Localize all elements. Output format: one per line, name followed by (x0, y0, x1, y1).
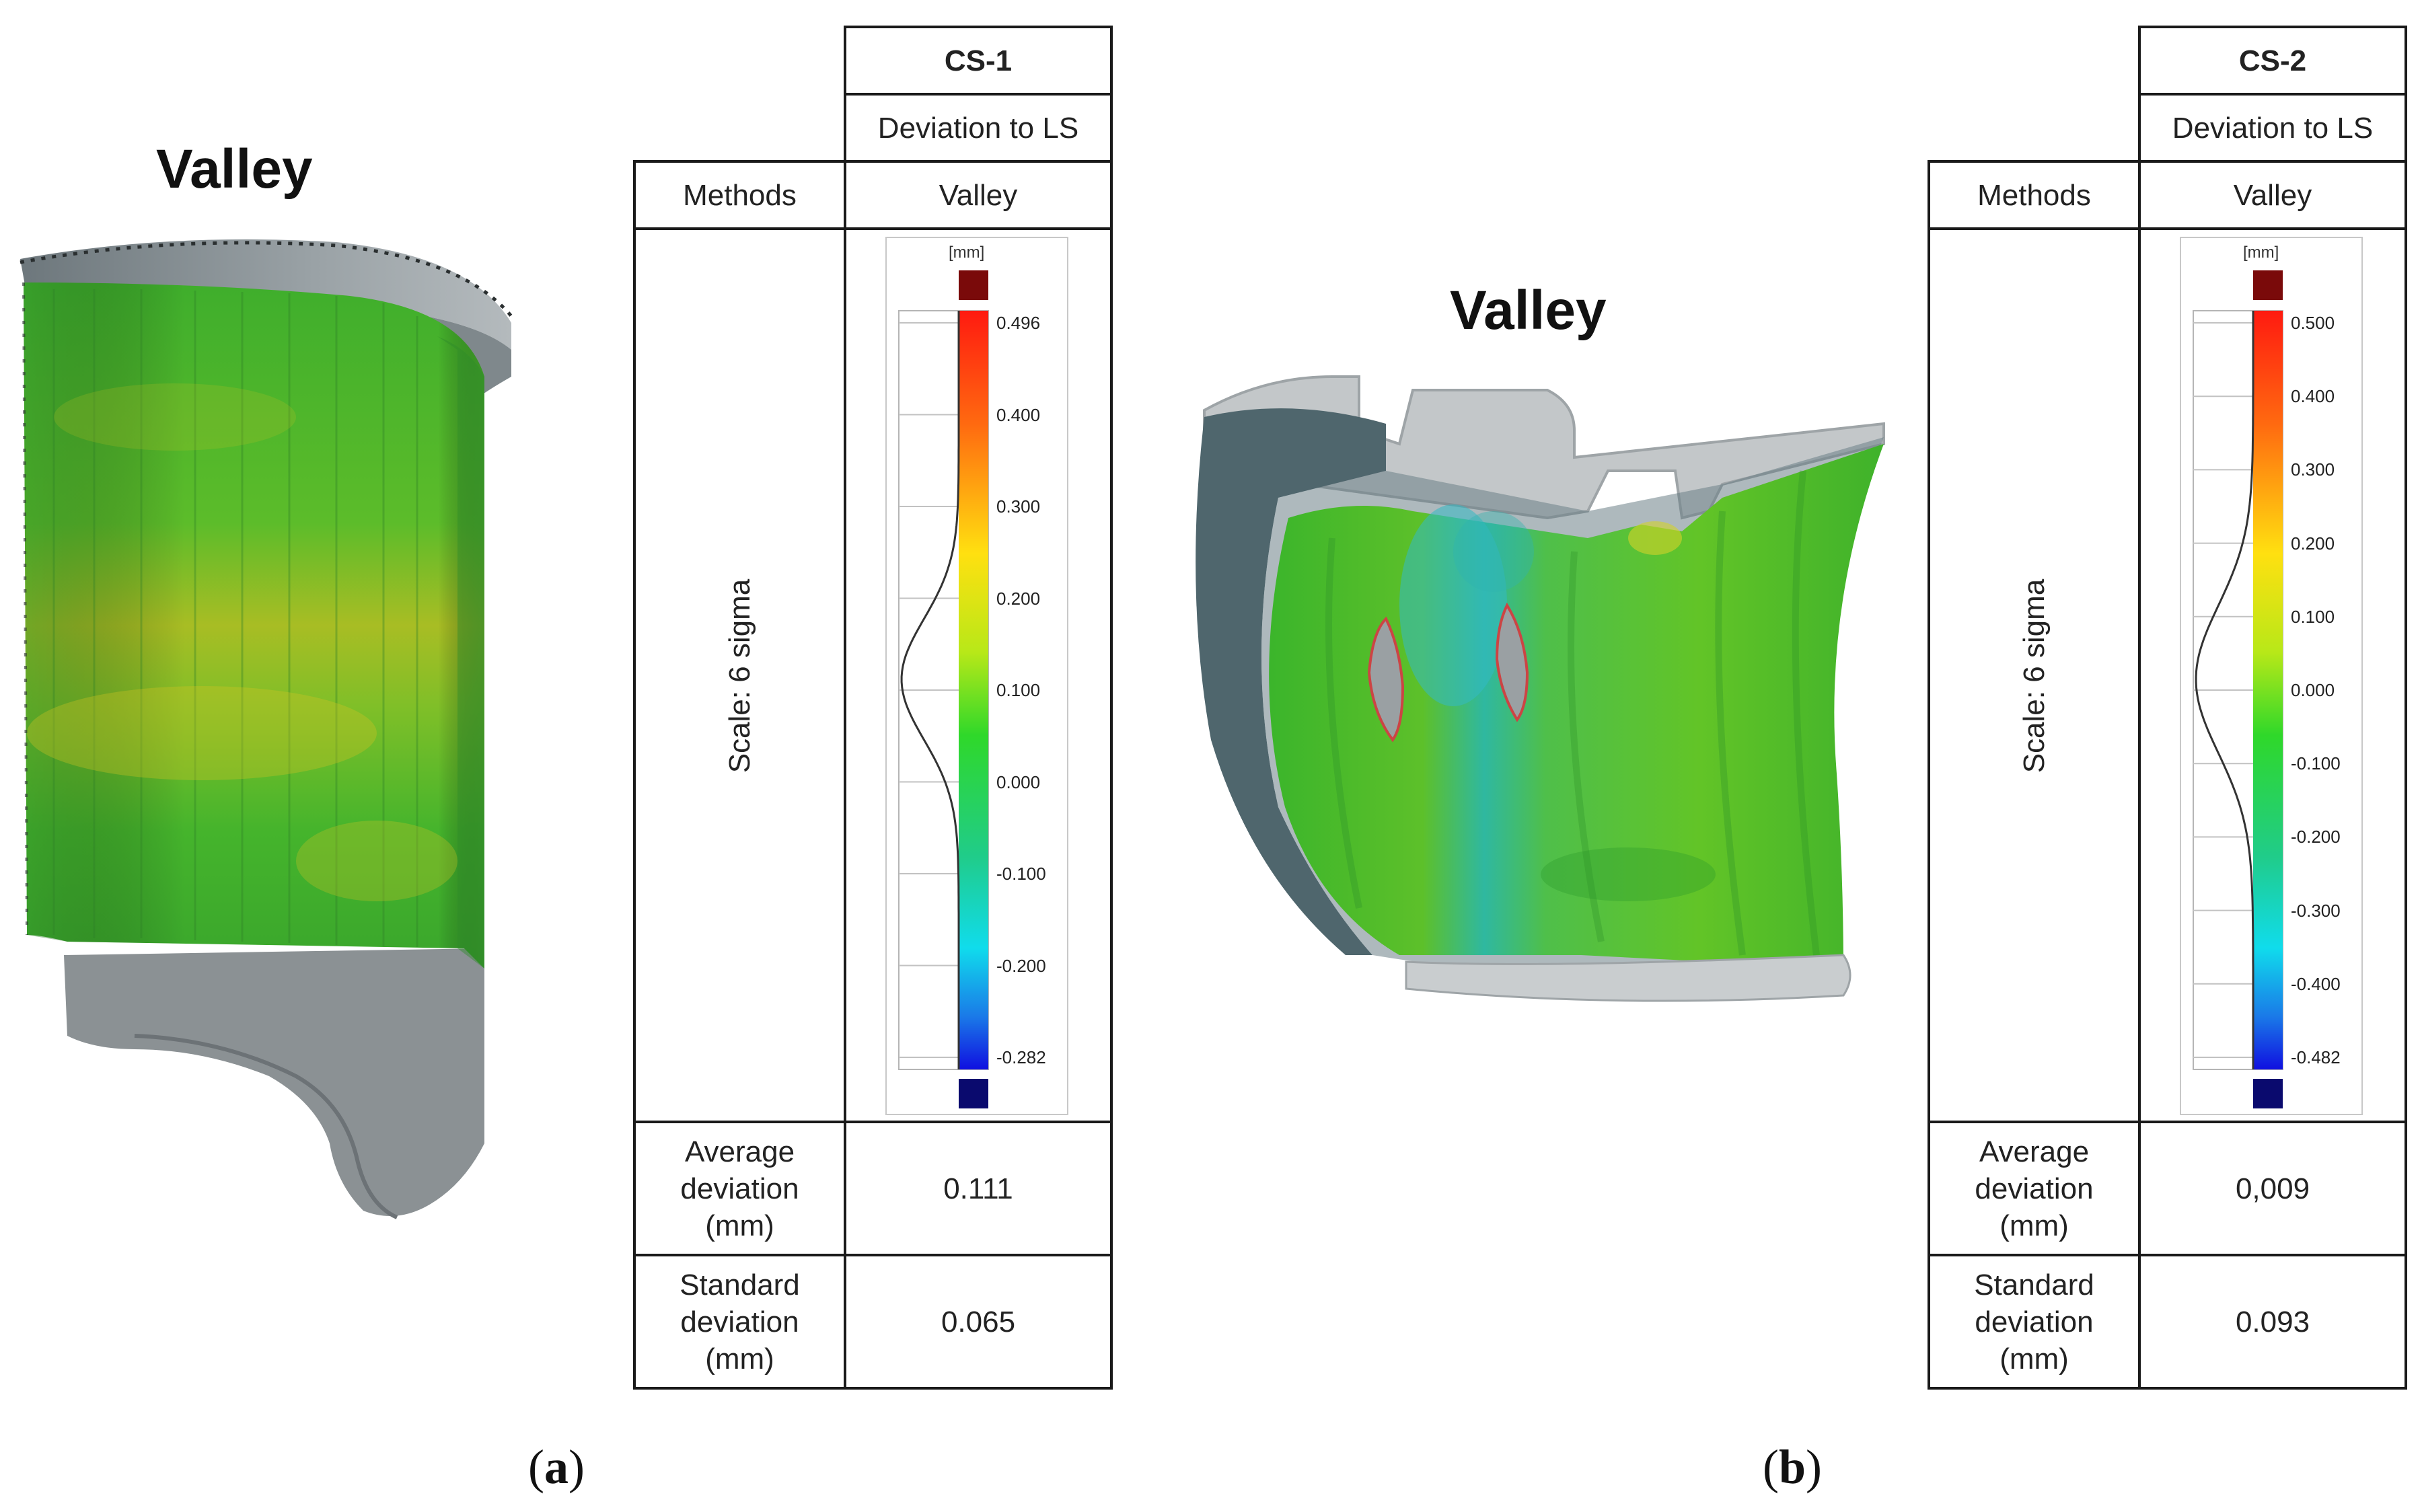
std-label-b: Standard deviation (mm) (1928, 1254, 2141, 1390)
scan-render-b (1196, 375, 1885, 1002)
legend-tick-label: 0.000 (996, 771, 1041, 792)
object-title-a: Valley (156, 139, 313, 200)
methods-label-a: Methods (633, 160, 846, 230)
table-subheader-a: Deviation to LS (844, 93, 1113, 163)
legend-tick-label: 0.100 (2291, 606, 2335, 627)
legend-under-box (959, 1079, 988, 1108)
legend-tick-label: -0.200 (996, 955, 1046, 976)
legend-unit-a: [mm] (949, 243, 985, 262)
object-title-b: Valley (1450, 280, 1607, 341)
legend-tick-label: 0.100 (996, 680, 1041, 700)
legend-tick-label: -0.482 (2291, 1047, 2341, 1067)
legend-tick-label: -0.400 (2291, 973, 2341, 994)
legend-over-box (2253, 270, 2283, 300)
legend-tick-label: 0.500 (2291, 313, 2335, 333)
legend-under-box (2253, 1079, 2283, 1108)
legend-tick-label: -0.100 (2291, 753, 2341, 774)
legend-tick-label: 0.300 (996, 496, 1041, 517)
legend-distribution-curve (2195, 311, 2254, 1069)
legend-tick-label: 0.400 (2291, 386, 2335, 407)
legend-tick-label: 0.300 (2291, 459, 2335, 480)
legend-tick-label: 0.496 (996, 313, 1041, 333)
caption-letter-b: b (1778, 1440, 1806, 1494)
caption-letter-a: a (544, 1440, 568, 1494)
legend-unit-b: [mm] (2243, 243, 2279, 262)
legend-tick-label: 0.400 (996, 404, 1041, 425)
legend-tick-label: -0.200 (2291, 827, 2341, 847)
legend-tick-label: -0.100 (996, 864, 1046, 884)
legend-color-bar (959, 311, 988, 1069)
std-value-b: 0.093 (2138, 1254, 2407, 1390)
caption-a: (a) (528, 1440, 585, 1494)
methods-value-a: Valley (844, 160, 1113, 230)
legend-distribution-curve (900, 311, 960, 1069)
average-value-a: 0.111 (844, 1121, 1113, 1256)
legend-tick-label: 0.200 (996, 588, 1041, 609)
legend-tick-label: -0.300 (2291, 900, 2341, 921)
std-value-a: 0.065 (844, 1254, 1113, 1390)
scan-render-a (20, 239, 513, 1219)
legend-tick-label: -0.282 (996, 1047, 1046, 1067)
legend-tick-label: 0.000 (2291, 680, 2335, 700)
legend-over-box (959, 270, 988, 300)
caption-b: (b) (1763, 1440, 1823, 1494)
legend-color-bar (2253, 311, 2283, 1069)
legend-tick-label: 0.200 (2291, 533, 2335, 554)
